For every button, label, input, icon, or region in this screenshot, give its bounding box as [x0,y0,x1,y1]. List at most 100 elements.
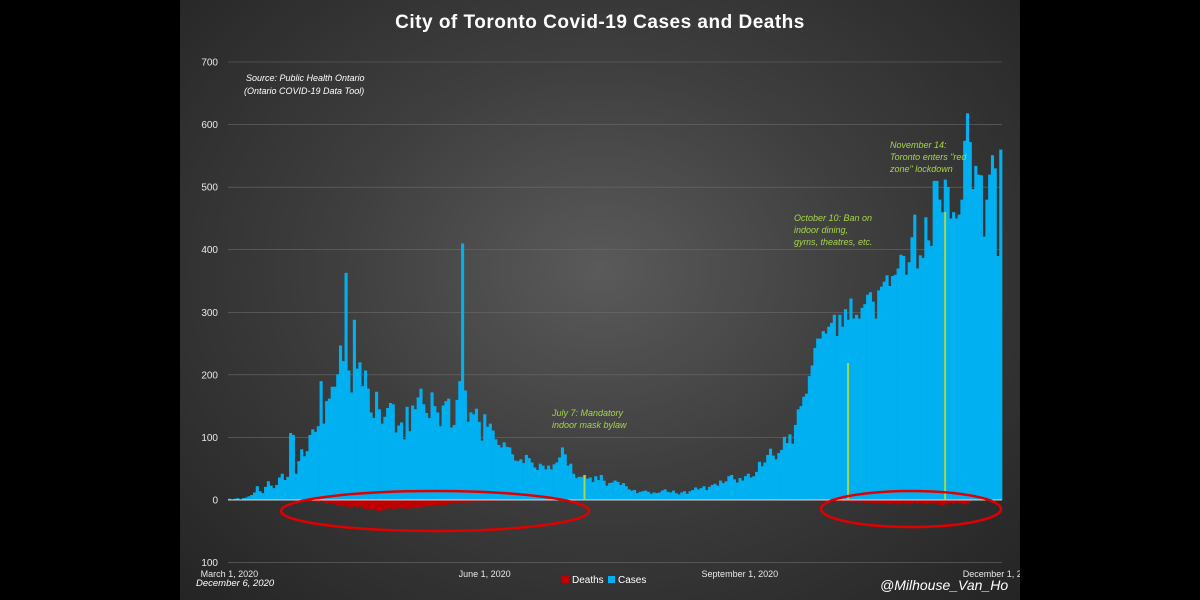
case-bar [491,430,495,500]
case-bar [954,218,958,500]
case-bar [416,397,420,500]
case-bar [555,462,559,500]
case-bar [732,479,737,500]
case-bar [424,413,429,500]
case-bar [594,476,598,500]
case-bar [730,474,734,500]
death-bar [896,500,900,505]
case-bar [830,322,834,500]
death-bar [929,500,933,504]
case-bar [985,199,989,500]
case-bar [269,485,273,500]
case-bar [363,370,368,500]
case-bar [824,333,828,500]
case-bar [266,481,270,500]
case-bar [294,473,298,500]
death-bar [893,500,897,504]
case-bar [524,454,528,500]
death-bar [444,500,448,506]
case-bar [738,478,742,500]
case-bar [619,484,623,500]
case-bar [879,286,884,500]
death-bar [924,500,928,505]
case-bar [522,463,526,500]
case-bar [613,480,617,500]
case-bar [322,423,326,500]
case-bar [649,493,653,500]
deaths-highlight-circle-spring [279,489,591,533]
death-bar [388,500,393,509]
case-bar [802,396,806,500]
case-bar [821,331,825,500]
case-bar [899,254,903,500]
case-bar [350,392,354,500]
case-bar [436,412,440,500]
death-bar [907,500,911,505]
death-bar [333,500,337,504]
death-bar [441,500,445,505]
case-bar [721,483,725,500]
death-bar [369,500,373,511]
case-bar [311,429,315,500]
case-bar [660,490,664,500]
case-bar [621,483,626,500]
death-bar [882,500,886,504]
death-bar [879,500,884,504]
case-bar [599,474,603,500]
case-bar [813,347,817,500]
case-bar [627,489,631,500]
case-bar [327,398,331,500]
event-annotation: indoor mask bylaw [552,420,627,430]
case-bar [397,425,401,500]
case-bar [375,391,379,500]
death-bar [319,500,323,502]
case-bar [638,491,642,500]
case-bar [466,421,470,500]
case-bar [402,439,406,500]
case-bar [988,174,992,500]
case-bar [904,274,909,500]
death-bar [935,500,939,504]
y-tick-label: 700 [201,58,218,69]
death-bar [949,500,953,504]
case-bar [372,418,376,500]
death-bar [350,500,354,508]
case-bar [355,368,359,500]
death-bar [849,500,853,502]
case-bar [863,304,867,500]
case-bar [874,318,878,500]
case-bar [658,492,662,500]
death-bar [841,500,845,502]
case-bar [391,404,395,500]
chart-panel: City of Toronto Covid-19 Cases and Death… [180,0,1020,600]
death-bar [857,500,861,503]
case-bar [766,454,770,500]
case-bar [935,180,939,500]
y-tick-label: 100 [201,433,218,444]
case-bar [755,471,759,500]
chart-svg: City of Toronto Covid-19 Cases and Death… [196,12,1020,593]
case-bar [705,489,709,500]
case-bar [244,497,248,500]
source-line-2: (Ontario COVID-19 Data Tool) [244,86,364,96]
case-bar [444,401,448,500]
death-bar [430,500,434,507]
case-bar [841,326,845,500]
case-bar [710,484,714,500]
death-bar [954,500,958,503]
y-tick-label: 400 [201,245,218,256]
case-bar [727,476,731,500]
case-bar [527,458,531,500]
death-bar [469,500,473,503]
death-bar [846,500,850,502]
death-bar [375,500,379,511]
case-bar [707,486,712,500]
case-bar [510,454,515,500]
event-annotation: indoor dining, [794,225,848,235]
death-bar [963,500,967,505]
case-bar [319,381,323,500]
death-bar [932,500,936,504]
legend-cases-swatch [608,576,615,583]
case-bar [411,405,415,500]
case-bar [283,479,287,500]
